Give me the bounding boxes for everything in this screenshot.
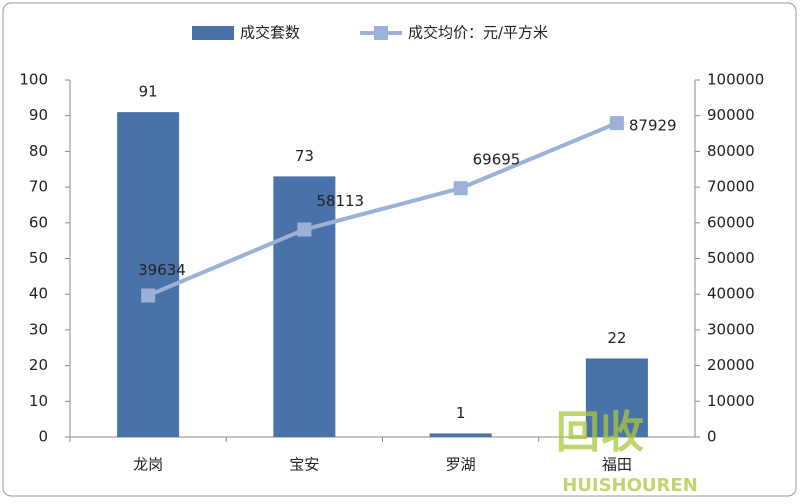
y-tick-label: 0	[38, 428, 48, 446]
bar	[429, 433, 492, 437]
y-tick-label: 80	[29, 142, 48, 160]
y2-tick-label: 70000	[707, 178, 755, 196]
legend-marker	[374, 26, 388, 40]
bar	[117, 112, 180, 437]
y2-tick-label: 80000	[707, 142, 755, 160]
y-tick-label: 40	[29, 285, 48, 303]
y2-tick-label: 40000	[707, 285, 755, 303]
legend-label: 成交均价：元/平方米	[408, 24, 548, 42]
x-tick-label: 龙岗	[133, 456, 163, 474]
y2-tick-label: 30000	[707, 320, 755, 338]
bar	[273, 176, 336, 437]
y-tick-label: 50	[29, 249, 48, 267]
legend-swatch	[192, 26, 234, 40]
x-tick-label: 罗湖	[446, 456, 476, 474]
y2-tick-label: 90000	[707, 106, 755, 124]
line	[147, 121, 618, 298]
bar-value-label: 1	[456, 404, 466, 422]
watermark: HUISHOUREN	[562, 475, 698, 496]
y2-tick-label: 50000	[707, 249, 755, 267]
y-tick-label: 60	[29, 213, 48, 231]
y-tick-label: 20	[29, 356, 48, 374]
line-value-label: 58113	[316, 192, 364, 210]
line-marker	[609, 116, 624, 131]
line-marker	[453, 181, 468, 196]
line-marker	[297, 222, 312, 237]
line-marker	[141, 288, 156, 303]
y-tick-label: 10	[29, 392, 48, 410]
legend-label: 成交套数	[240, 24, 300, 42]
line-value-label: 69695	[473, 151, 521, 169]
bar	[585, 358, 648, 437]
line-value-label: 87929	[629, 117, 677, 135]
x-tick-label: 福田	[602, 456, 632, 474]
y-tick-label: 70	[29, 178, 48, 196]
bar-value-label: 91	[139, 83, 158, 101]
y-tick-label: 30	[29, 320, 48, 338]
x-tick-label: 宝安	[289, 456, 319, 474]
y2-tick-label: 100000	[707, 71, 764, 89]
bar-value-label: 73	[295, 147, 314, 165]
y2-tick-label: 10000	[707, 392, 755, 410]
watermark: 回收	[556, 407, 644, 458]
y-tick-label: 90	[29, 106, 48, 124]
bar-value-label: 22	[607, 329, 626, 347]
y2-tick-label: 0	[707, 428, 717, 446]
y-tick-label: 100	[19, 71, 48, 89]
y2-tick-label: 60000	[707, 213, 755, 231]
y2-tick-label: 20000	[707, 356, 755, 374]
line-value-label: 39634	[138, 261, 186, 279]
